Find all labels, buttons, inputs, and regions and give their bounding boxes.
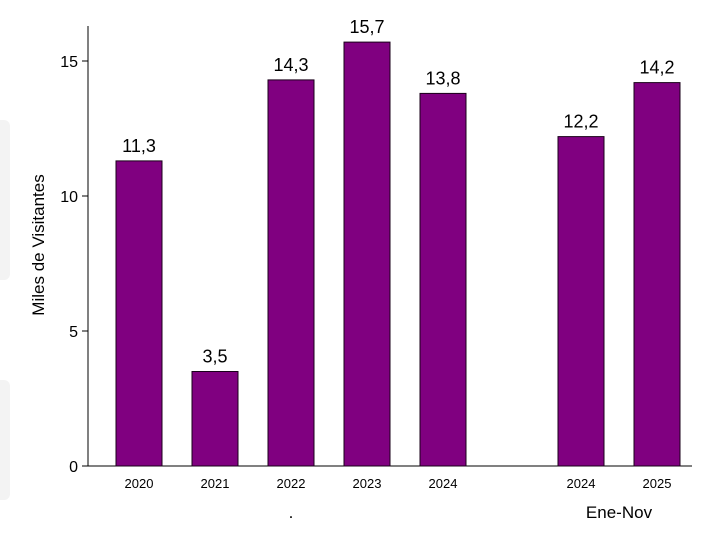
bar xyxy=(633,82,681,467)
x-tick-label: 2025 xyxy=(643,476,672,491)
background-decoration xyxy=(0,380,10,500)
bar-value-label: 3,5 xyxy=(202,347,227,367)
x-tick-label: 2021 xyxy=(201,476,230,491)
y-tick-label: 0 xyxy=(69,459,78,476)
bars xyxy=(115,41,681,467)
x-tick-label: 2024 xyxy=(567,476,596,491)
bar xyxy=(343,41,391,467)
value-labels: 11,3 3,5 14,3 15,7 13,8 12,2 14,2 xyxy=(122,17,674,366)
y-ticks: 0 5 10 15 xyxy=(60,54,88,476)
background-decoration xyxy=(0,120,10,280)
bar xyxy=(557,136,605,467)
x-tick-label: 2020 xyxy=(125,476,154,491)
bar-value-label: 13,8 xyxy=(425,68,460,88)
bar-value-label: 12,2 xyxy=(563,112,598,132)
group-label: . xyxy=(289,503,294,522)
bar xyxy=(115,160,163,467)
x-tick-labels: 2020 2021 2022 2023 2024 2024 2025 xyxy=(125,476,672,491)
x-tick-label: 2024 xyxy=(429,476,458,491)
bar-value-label: 14,2 xyxy=(639,58,674,78)
bar xyxy=(419,92,467,467)
y-axis-label: Miles de Visitantes xyxy=(29,174,48,315)
bar-value-label: 15,7 xyxy=(349,17,384,37)
group-labels: . Ene-Nov xyxy=(289,503,653,522)
y-tick-label: 10 xyxy=(60,189,78,206)
y-tick-label: 5 xyxy=(69,324,78,341)
bar-value-label: 14,3 xyxy=(273,55,308,75)
x-tick-label: 2023 xyxy=(353,476,382,491)
x-tick-label: 2022 xyxy=(277,476,306,491)
bar xyxy=(267,79,315,467)
y-tick-label: 15 xyxy=(60,54,78,71)
group-label: Ene-Nov xyxy=(586,503,653,522)
bar xyxy=(191,371,239,467)
bar-value-label: 11,3 xyxy=(122,136,156,156)
